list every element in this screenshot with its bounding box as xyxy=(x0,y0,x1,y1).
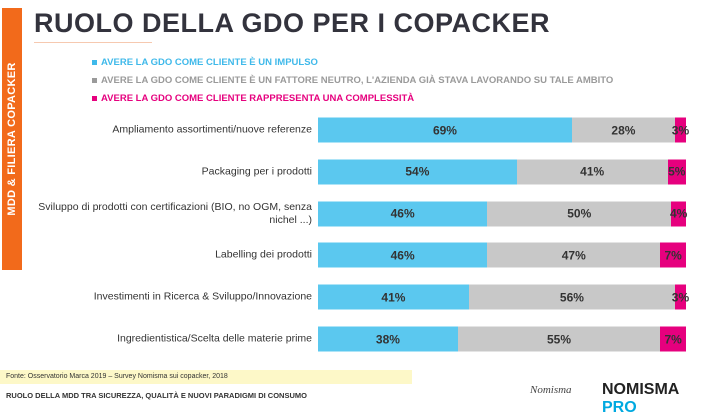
source-note: Fonte: Osservatorio Marca 2019 – Survey … xyxy=(0,370,412,384)
category-label: Labelling dei prodotti xyxy=(215,248,312,261)
category-label: Packaging per i prodotti xyxy=(201,165,312,178)
legend-label: AVERE LA GDO COME CLIENTE È UN IMPULSO xyxy=(101,57,318,68)
sidebar-tab: MDD & FILIERA COPACKER xyxy=(2,8,22,270)
bar-segment: 54% xyxy=(318,159,517,185)
bar-segment: 3% xyxy=(672,117,689,143)
bar-segment: 46% xyxy=(318,242,488,268)
title-underline xyxy=(34,42,152,43)
bar-segment: 7% xyxy=(660,326,686,352)
legend-swatch xyxy=(92,59,97,65)
bar-segment: 7% xyxy=(660,242,686,268)
bar-segment: 55% xyxy=(457,326,661,352)
bar-segment: 5% xyxy=(667,159,686,185)
category-label: Ampliamento assortimenti/nuove referenze xyxy=(112,123,312,136)
footer-subtitle: RUOLO DELLA MDD TRA SICUREZZA, QUALITÀ E… xyxy=(6,391,307,400)
legend-swatch xyxy=(92,77,97,83)
bar-segment: 46% xyxy=(318,201,488,227)
bar-segment: 38% xyxy=(318,326,458,352)
nomisma-logo: Nomisma xyxy=(530,384,572,396)
legend-item: AVERE LA GDO COME CLIENTE È UN FATTORE N… xyxy=(92,75,613,86)
bar-segment: 50% xyxy=(487,201,672,227)
legend-item: AVERE LA GDO COME CLIENTE RAPPRESENTA UN… xyxy=(92,93,414,104)
bar-segment: 41% xyxy=(318,284,469,310)
bar-segment: 56% xyxy=(468,284,675,310)
legend-label: AVERE LA GDO COME CLIENTE RAPPRESENTA UN… xyxy=(101,93,415,104)
bar-segment: 28% xyxy=(571,117,675,143)
bar-segment: 69% xyxy=(318,117,572,143)
category-label: Ingredientistica/Scelta delle materie pr… xyxy=(117,332,312,345)
bar-segment: 47% xyxy=(487,242,661,268)
bar-segment: 3% xyxy=(672,284,689,310)
category-label: Sviluppo di prodotti con certificazioni … xyxy=(38,200,312,226)
bar-segment: 41% xyxy=(516,159,668,185)
nomisma-pro-logo: NOMISMA PRO xyxy=(602,381,679,416)
legend-label: AVERE LA GDO COME CLIENTE È UN FATTORE N… xyxy=(101,75,614,86)
page-title: RUOLO DELLA GDO PER I COPACKER xyxy=(34,8,551,38)
category-label: Investimenti in Ricerca & Sviluppo/Innov… xyxy=(93,290,312,303)
legend-swatch xyxy=(92,95,97,101)
legend-item: AVERE LA GDO COME CLIENTE È UN IMPULSO xyxy=(92,57,318,68)
bar-segment: 4% xyxy=(670,201,687,227)
